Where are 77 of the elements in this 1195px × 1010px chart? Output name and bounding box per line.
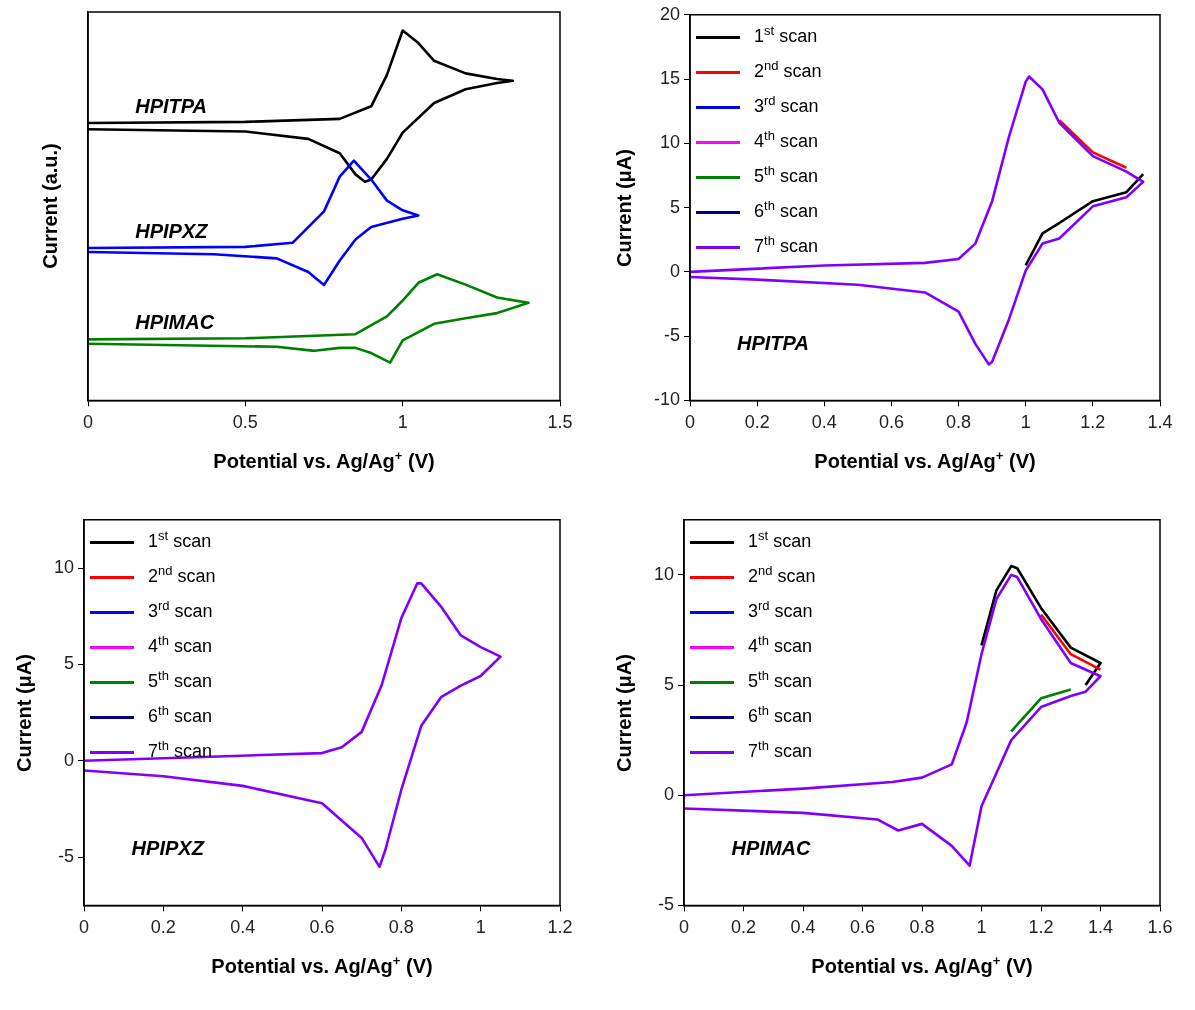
x-axis-title: Potential vs. Ag/Ag$^{+}$ (V): [213, 448, 435, 474]
y-tick-label: 10: [659, 132, 681, 153]
x-tick-label: 1.5: [547, 412, 573, 433]
y-tick-label: -5: [664, 325, 681, 346]
legend-label: 1$^{st}$ scan: [753, 21, 819, 48]
y-axis-title: Current (a.u.): [38, 143, 62, 269]
y-axis-title: Current (μA): [612, 653, 636, 772]
x-tick-label: 0.6: [309, 917, 335, 938]
x-tick-label: 1: [976, 917, 987, 938]
legend-label: 7$^{th}$ scan: [147, 736, 213, 763]
x-tick-label: 0: [685, 412, 696, 433]
legend-label: 2$^{nd}$ scan: [753, 56, 822, 83]
y-tick-label: 10: [653, 563, 675, 584]
x-axis-title: Potential vs. Ag/Ag$^{+}$ (V): [811, 953, 1033, 979]
x-tick-label: 1.2: [547, 917, 573, 938]
x-tick-label: 0.6: [878, 412, 904, 433]
y-tick-label: -10: [654, 389, 681, 410]
x-tick-label: 0.8: [946, 412, 972, 433]
legend-label: 1$^{st}$ scan: [147, 526, 213, 553]
x-tick-label: 0.8: [909, 917, 935, 938]
y-tick-label: 5: [64, 653, 75, 674]
y-tick-label: 5: [664, 674, 675, 695]
x-tick-label: 0: [82, 412, 94, 433]
y-tick-label: 0: [670, 260, 681, 281]
legend-label: 5$^{th}$ scan: [747, 666, 813, 693]
x-tick-label: 0.4: [790, 917, 816, 938]
x-tick-label: 0.8: [388, 917, 414, 938]
x-tick-label: 1: [475, 917, 486, 938]
series-label: HPIMAC: [135, 311, 215, 334]
x-tick-label: 0.2: [150, 917, 176, 938]
legend-label: 2$^{nd}$ scan: [147, 561, 216, 588]
legend-label: 3$^{rd}$ scan: [147, 596, 214, 623]
x-tick-label: 0.6: [850, 917, 876, 938]
y-tick-label: 0: [64, 749, 75, 770]
x-tick-label: 0.5: [232, 412, 258, 433]
x-tick-label: 1: [1020, 412, 1031, 433]
legend-label: 7$^{th}$ scan: [753, 231, 819, 258]
x-tick-label: 0.4: [230, 917, 256, 938]
y-axis-title: Current (μA): [612, 148, 636, 267]
x-axis-title: Potential vs. Ag/Ag$^{+}$ (V): [211, 953, 433, 979]
legend-label: 6$^{th}$ scan: [747, 701, 813, 728]
y-tick-label: -5: [58, 846, 75, 867]
annotation: HPIMAC: [731, 837, 812, 860]
y-tick-label: 20: [659, 3, 681, 24]
y-tick-label: 10: [53, 556, 75, 577]
x-tick-label: 1.6: [1147, 917, 1173, 938]
y-tick-label: 5: [670, 196, 681, 217]
x-axis-title: Potential vs. Ag/Ag$^{+}$ (V): [814, 448, 1036, 474]
x-tick-label: 1.4: [1147, 412, 1173, 433]
annotation: HPIPXZ: [131, 837, 205, 860]
series-label: HPIPXZ: [135, 220, 209, 242]
legend-label: 3$^{rd}$ scan: [753, 91, 820, 118]
legend-label: 5$^{th}$ scan: [753, 161, 819, 188]
legend-label: 4$^{th}$ scan: [747, 631, 813, 658]
legend-label: 2$^{nd}$ scan: [747, 561, 816, 588]
y-tick-label: 0: [664, 784, 675, 805]
x-tick-label: 0: [79, 917, 90, 938]
y-axis-title: Current (μA): [12, 653, 36, 772]
legend-label: 1$^{st}$ scan: [747, 526, 813, 553]
legend-label: 5$^{th}$ scan: [147, 666, 213, 693]
x-tick-label: 1.4: [1087, 917, 1114, 938]
legend-label: 7$^{th}$ scan: [747, 736, 813, 763]
x-tick-label: 1: [397, 412, 408, 433]
legend-label: 4$^{th}$ scan: [753, 126, 819, 153]
legend-label: 4$^{th}$ scan: [147, 631, 213, 658]
legend-label: 6$^{th}$ scan: [753, 196, 819, 223]
y-tick-label: -5: [658, 894, 675, 915]
series-label: HPITPA: [135, 94, 208, 117]
annotation: HPITPA: [737, 332, 809, 355]
legend-label: 3$^{rd}$ scan: [747, 596, 814, 623]
x-tick-label: 0.2: [744, 412, 770, 433]
x-tick-label: 1.2: [1080, 412, 1106, 433]
x-tick-label: 1.2: [1028, 917, 1054, 938]
legend-label: 6$^{th}$ scan: [147, 701, 213, 728]
x-tick-label: 0.2: [731, 917, 757, 938]
x-tick-label: 0.4: [811, 412, 837, 433]
y-tick-label: 15: [659, 68, 681, 89]
